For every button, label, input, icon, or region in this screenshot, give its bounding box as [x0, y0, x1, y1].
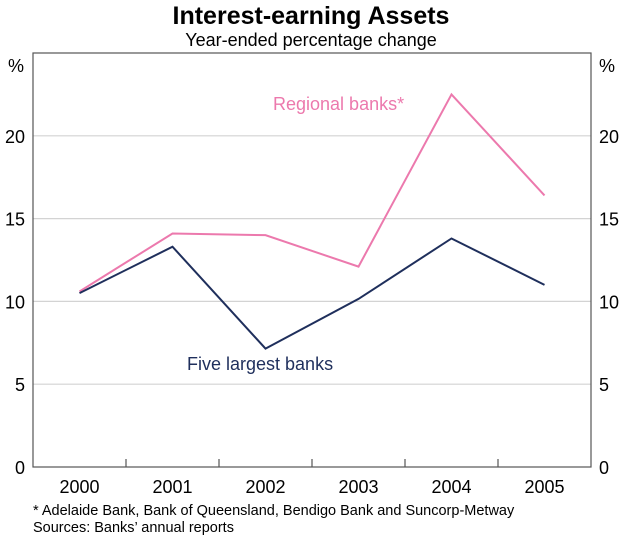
- label-five-largest-banks: Five largest banks: [187, 354, 333, 374]
- footnote-sources: Sources: Banks’ annual reports: [33, 520, 234, 536]
- label-regional-banks: Regional banks*: [273, 94, 404, 114]
- plot-frame: [32, 52, 592, 468]
- y-tick-label-right: 20: [599, 127, 619, 147]
- y-unit-left: %: [8, 56, 24, 76]
- footnote-regional: * Adelaide Bank, Bank of Queensland, Ben…: [33, 503, 515, 519]
- x-tick-label: 2003: [338, 477, 378, 497]
- chart-title: Interest-earning Assets: [173, 2, 450, 30]
- y-tick-label-left: 10: [5, 292, 25, 312]
- y-tick-label-right: 15: [599, 210, 619, 230]
- y-tick-label-left: 20: [5, 127, 25, 147]
- series-line-regional-banks: [78, 92, 546, 293]
- x-tick-label: 2004: [431, 477, 471, 497]
- y-tick-label-right: 10: [599, 292, 619, 312]
- chart-subtitle: Year-ended percentage change: [185, 30, 437, 50]
- x-tick-label: 2005: [524, 477, 564, 497]
- series-line-five-largest-banks: [79, 237, 545, 350]
- y-unit-right: %: [599, 56, 615, 76]
- x-tick-label: 2001: [152, 477, 192, 497]
- x-tick-label: 2000: [59, 477, 99, 497]
- y-tick-label-left: 15: [5, 210, 25, 230]
- y-tick-label-left: 0: [15, 458, 25, 478]
- y-tick-label-right: 5: [599, 375, 609, 395]
- y-tick-label-right: 0: [599, 458, 609, 478]
- x-tick-label: 2002: [245, 477, 285, 497]
- y-tick-label-left: 5: [15, 375, 25, 395]
